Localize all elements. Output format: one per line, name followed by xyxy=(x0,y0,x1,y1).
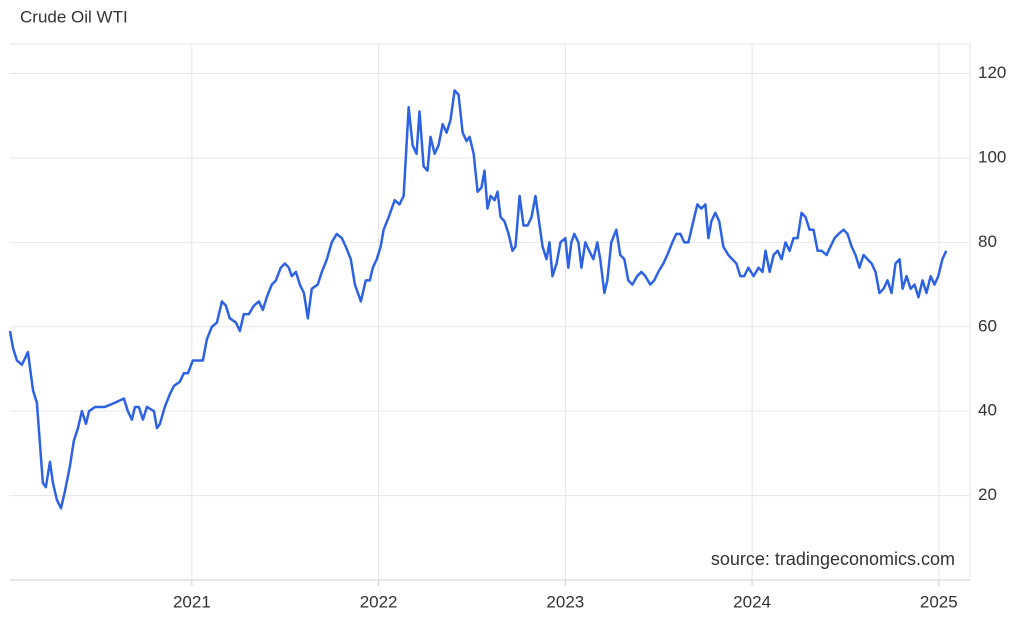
x-tick-label: 2024 xyxy=(733,592,771,611)
y-tick-label: 80 xyxy=(978,232,997,251)
y-tick-label: 100 xyxy=(978,147,1006,166)
source-note: source: tradingeconomics.com xyxy=(711,549,955,569)
x-tick-label: 2022 xyxy=(360,592,398,611)
grid xyxy=(10,44,970,586)
y-tick-label: 40 xyxy=(978,401,997,420)
plot-area xyxy=(8,89,948,510)
chart-title: Crude Oil WTI xyxy=(20,7,128,26)
y-tick-label: 60 xyxy=(978,316,997,335)
y-tick-label: 120 xyxy=(978,63,1006,82)
x-tick-label: 2023 xyxy=(546,592,584,611)
x-tick-label: 2025 xyxy=(920,592,958,611)
price-line xyxy=(8,89,948,510)
x-tick-label: 2021 xyxy=(173,592,211,611)
y-tick-label: 20 xyxy=(978,485,997,504)
